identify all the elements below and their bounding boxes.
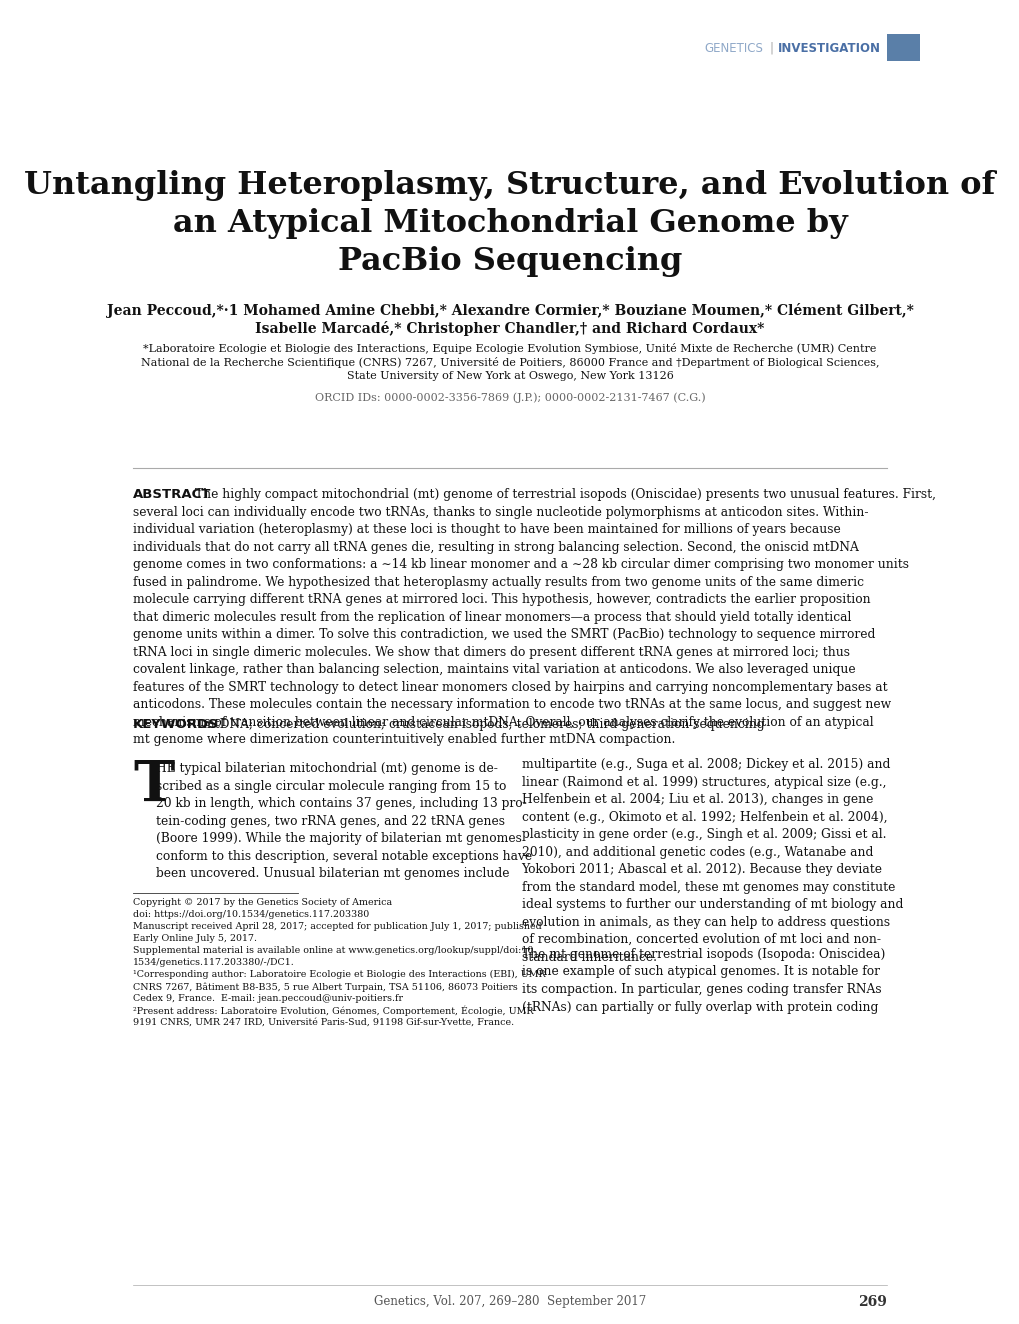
Text: mtDNA; concerted evolution; crustacean isopods; telomeres; third-generation sequ: mtDNA; concerted evolution; crustacean i… — [203, 718, 764, 731]
Text: an Atypical Mitochondrial Genome by: an Atypical Mitochondrial Genome by — [172, 208, 847, 240]
Text: *Laboratoire Ecologie et Biologie des Interactions, Equipe Ecologie Evolution Sy: *Laboratoire Ecologie et Biologie des In… — [144, 343, 875, 354]
Text: Copyright © 2017 by the Genetics Society of America: Copyright © 2017 by the Genetics Society… — [133, 898, 392, 907]
Text: ¹Corresponding author: Laboratoire Ecologie et Biologie des Interactions (EBI), : ¹Corresponding author: Laboratoire Ecolo… — [133, 970, 545, 980]
Text: Genetics, Vol. 207, 269–280  September 2017: Genetics, Vol. 207, 269–280 September 20… — [374, 1295, 645, 1308]
Text: INVESTIGATION: INVESTIGATION — [776, 41, 879, 54]
Text: 269: 269 — [857, 1295, 886, 1309]
Text: doi: https://doi.org/10.1534/genetics.117.203380: doi: https://doi.org/10.1534/genetics.11… — [133, 910, 369, 919]
Text: Untangling Heteroplasmy, Structure, and Evolution of: Untangling Heteroplasmy, Structure, and … — [24, 169, 995, 201]
Text: 9191 CNRS, UMR 247 IRD, Université Paris-Sud, 91198 Gif-sur-Yvette, France.: 9191 CNRS, UMR 247 IRD, Université Paris… — [133, 1018, 514, 1027]
Text: Jean Peccoud,*·1 Mohamed Amine Chebbi,* Alexandre Cormier,* Bouziane Moumen,* Cl: Jean Peccoud,*·1 Mohamed Amine Chebbi,* … — [106, 303, 913, 318]
Text: KEYWORDS: KEYWORDS — [133, 718, 219, 731]
Text: CNRS 7267, Bâtiment B8-B35, 5 rue Albert Turpain, TSA 51106, 86073 Poitiers: CNRS 7267, Bâtiment B8-B35, 5 rue Albert… — [133, 982, 518, 992]
Text: Manuscript received April 28, 2017; accepted for publication July 1, 2017; publi: Manuscript received April 28, 2017; acce… — [133, 922, 541, 931]
Text: Supplemental material is available online at www.genetics.org/lookup/suppl/doi:1: Supplemental material is available onlin… — [133, 947, 536, 955]
FancyBboxPatch shape — [886, 34, 919, 61]
Text: The highly compact mitochondrial (mt) genome of terrestrial isopods (Oniscidae) : The highly compact mitochondrial (mt) ge… — [133, 489, 935, 745]
Text: Isabelle Marcadé,* Christopher Chandler,† and Richard Cordaux*: Isabelle Marcadé,* Christopher Chandler,… — [255, 320, 764, 336]
Text: HE typical bilaterian mitochondrial (mt) genome is de-
scribed as a single circu: HE typical bilaterian mitochondrial (mt)… — [156, 763, 532, 880]
Text: State University of New York at Oswego, New York 13126: State University of New York at Oswego, … — [346, 371, 673, 381]
Text: T: T — [133, 759, 174, 813]
Text: The mt genome of terrestrial isopods (Isopoda: Oniscidea)
is one example of such: The mt genome of terrestrial isopods (Is… — [521, 948, 884, 1013]
Text: Early Online July 5, 2017.: Early Online July 5, 2017. — [133, 933, 257, 943]
Text: PacBio Sequencing: PacBio Sequencing — [337, 246, 682, 277]
Text: National de la Recherche Scientifique (CNRS) 7267, Université de Poitiers, 86000: National de la Recherche Scientifique (C… — [141, 357, 878, 368]
Text: Cedex 9, France.  E-mail: jean.peccoud@univ-poitiers.fr: Cedex 9, France. E-mail: jean.peccoud@un… — [133, 994, 403, 1004]
Text: 1534/genetics.117.203380/-/DC1.: 1534/genetics.117.203380/-/DC1. — [133, 959, 294, 967]
Text: multipartite (e.g., Suga et al. 2008; Dickey et al. 2015) and
linear (Raimond et: multipartite (e.g., Suga et al. 2008; Di… — [521, 759, 902, 964]
Text: ABSTRACT: ABSTRACT — [133, 489, 211, 500]
Text: GENETICS: GENETICS — [704, 41, 762, 54]
Text: ²Present address: Laboratoire Evolution, Génomes, Comportement, Écologie, UMR: ²Present address: Laboratoire Evolution,… — [133, 1006, 533, 1017]
Text: ORCID IDs: 0000-0002-3356-7869 (J.P.); 0000-0002-2131-7467 (C.G.): ORCID IDs: 0000-0002-3356-7869 (J.P.); 0… — [315, 392, 704, 402]
Text: |: | — [768, 41, 772, 54]
